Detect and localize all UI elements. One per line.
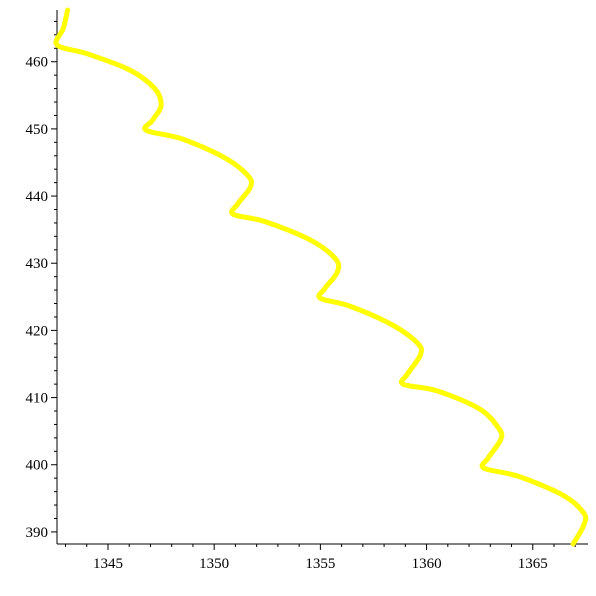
y-tick-label: 400 [26, 458, 49, 474]
y-tick-label: 430 [26, 256, 49, 272]
y-tick-label: 410 [26, 391, 49, 407]
x-tick-label: 1345 [93, 556, 123, 572]
series-line [53, 7, 589, 547]
y-tick-label: 440 [26, 189, 49, 205]
x-tick-label: 1350 [199, 556, 229, 572]
series-layer [53, 7, 589, 547]
y-tick-label: 460 [26, 55, 49, 71]
y-tick-label: 390 [26, 525, 49, 541]
y-tick-label: 450 [26, 122, 49, 138]
x-tick-label: 1355 [305, 556, 335, 572]
x-tick-label: 1365 [518, 556, 548, 572]
axes: 1345 1350 1355 1360 1365 390 400 410 420 430 440 45… [26, 10, 588, 572]
y-tick-label: 420 [26, 323, 49, 339]
x-tick-label: 1360 [412, 556, 442, 572]
